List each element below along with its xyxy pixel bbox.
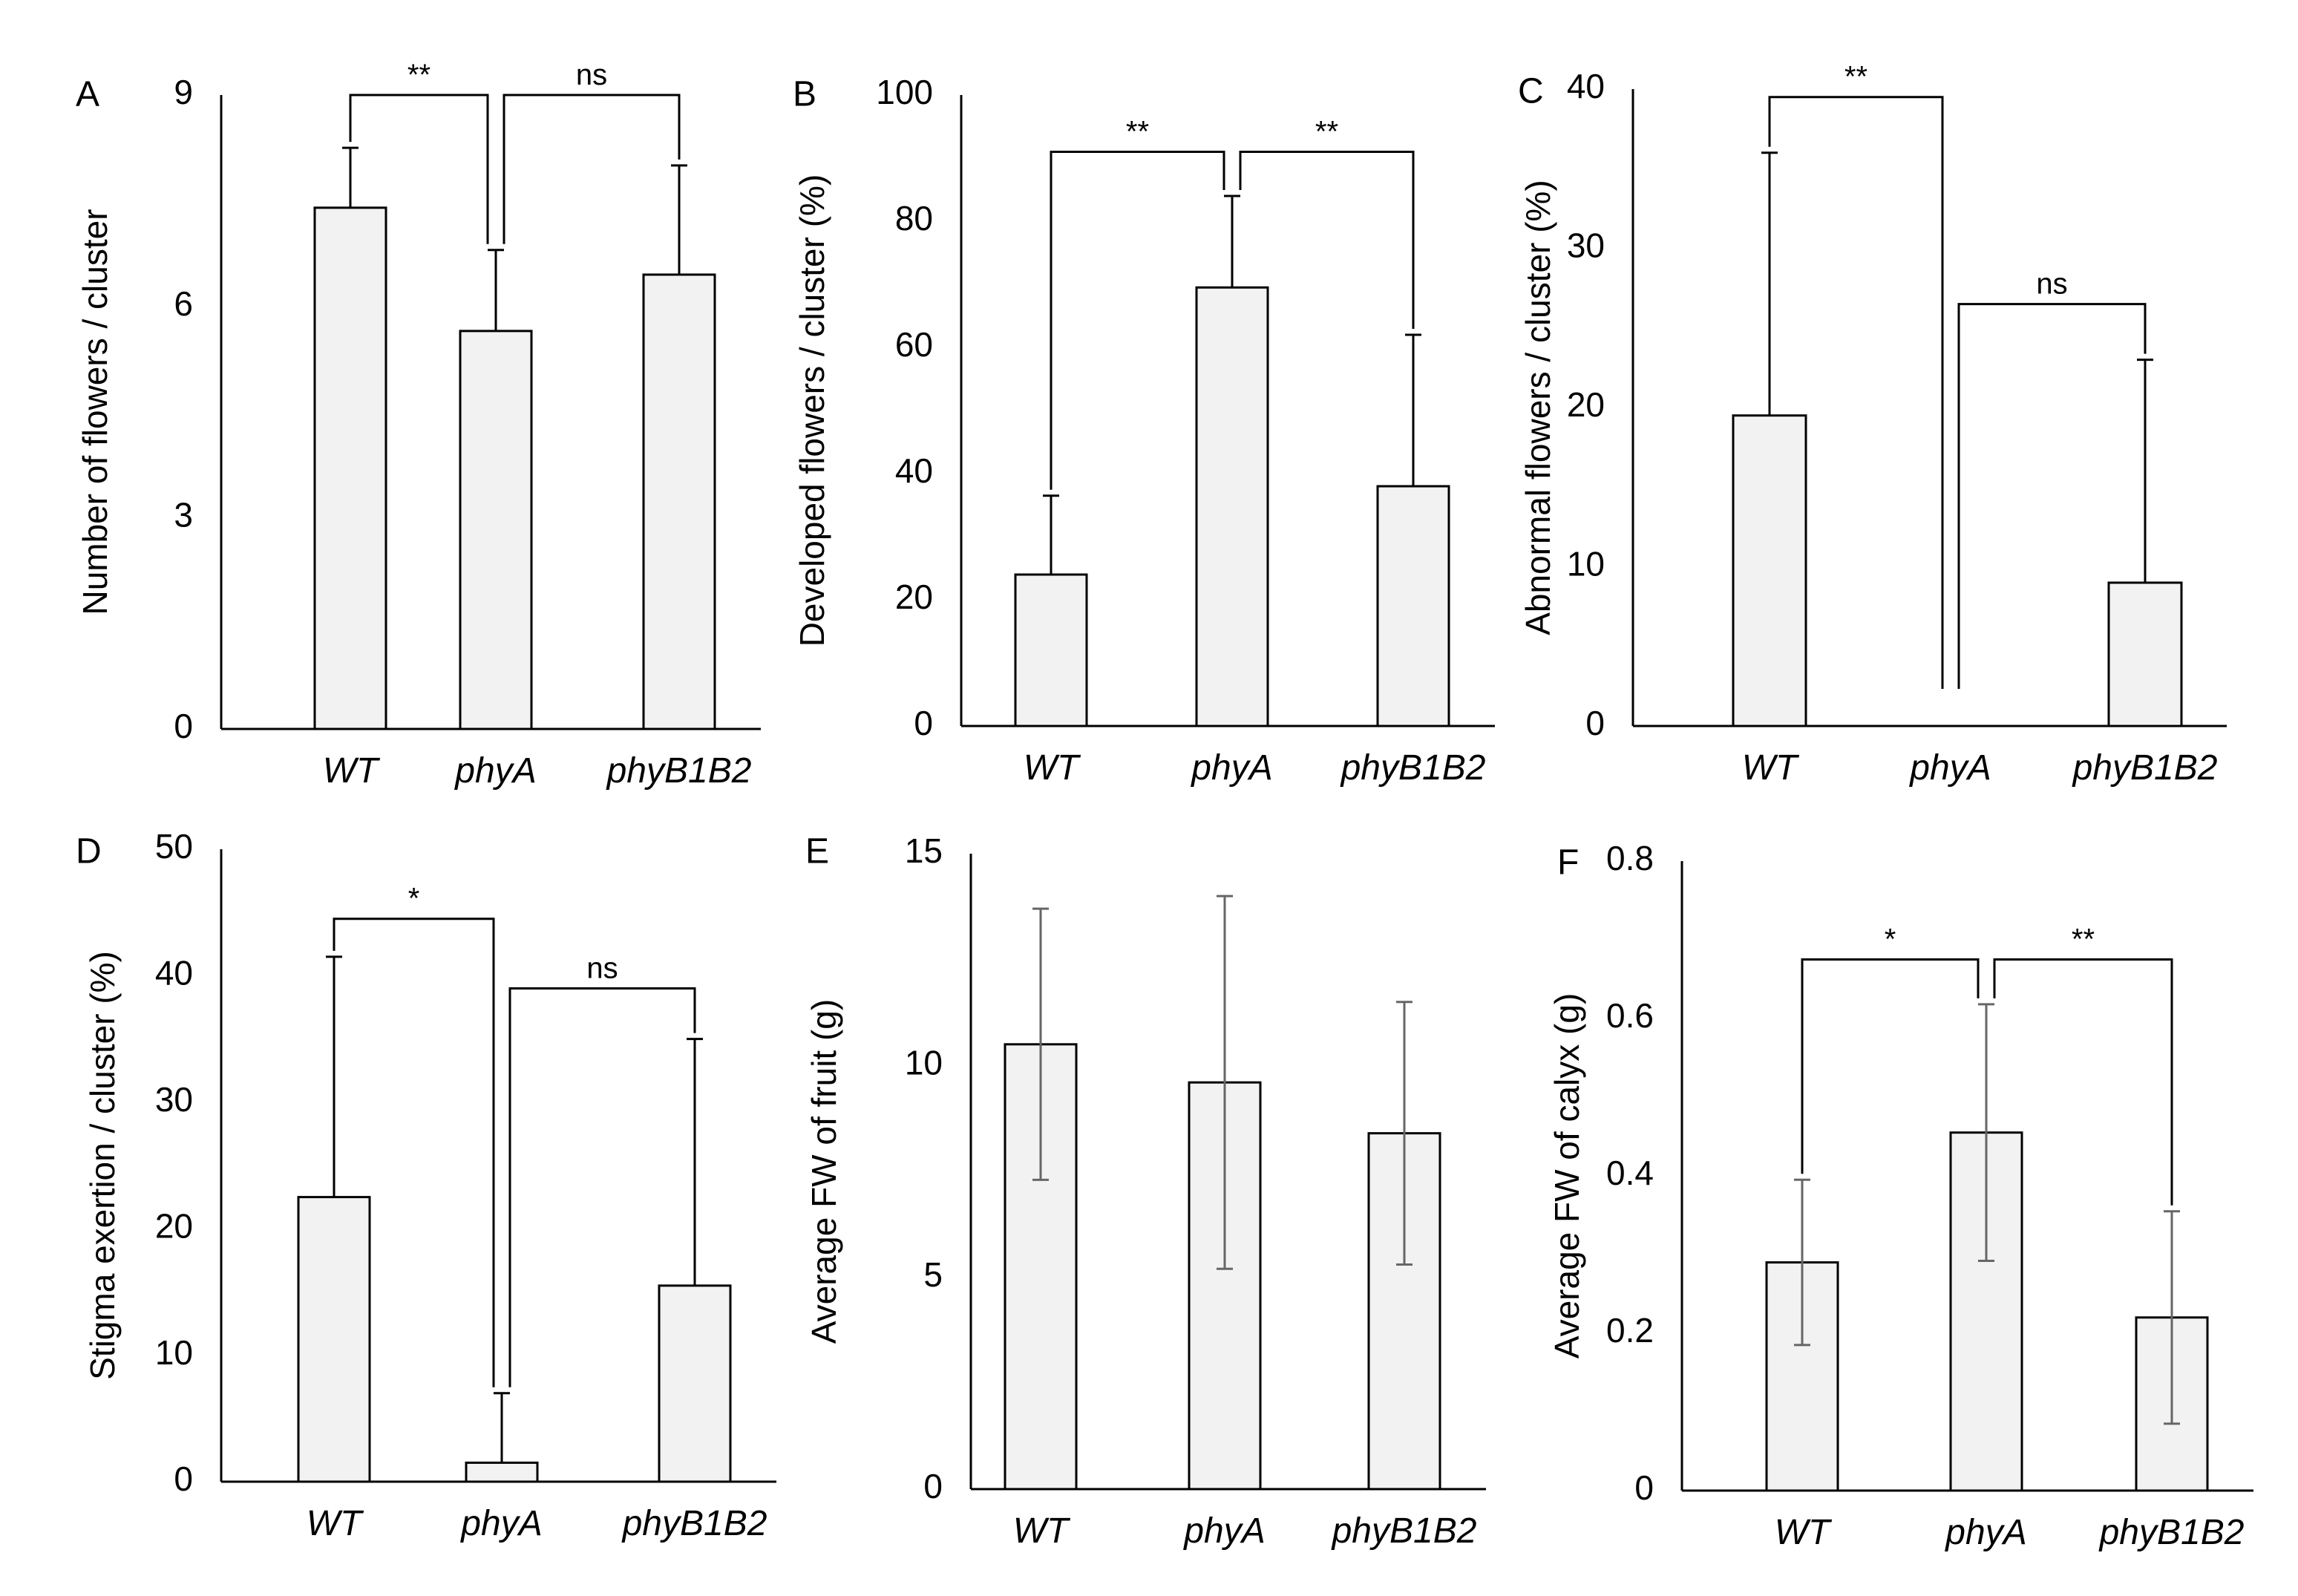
significance-label: ** bbox=[1844, 61, 1867, 94]
significance-bracket bbox=[1768, 96, 1944, 689]
category-label: WT bbox=[1024, 748, 1081, 788]
category-label: phyA bbox=[459, 1504, 542, 1543]
y-tick-label: 0 bbox=[174, 707, 193, 745]
y-tick-label: 0.8 bbox=[1606, 839, 1654, 877]
y-tick-label: 0 bbox=[1634, 1468, 1654, 1507]
category-label: phyB1B2 bbox=[1331, 1511, 1477, 1551]
category-label: phyB1B2 bbox=[606, 751, 752, 791]
y-axis-title: Developed flowers / cluster (%) bbox=[793, 174, 831, 647]
category-label: phyA bbox=[1182, 1511, 1265, 1551]
y-tick-label: 30 bbox=[1567, 226, 1605, 265]
y-tick-label: 15 bbox=[905, 831, 943, 870]
y-axis-title: Abnormal flowers / cluster (%) bbox=[1519, 180, 1557, 635]
y-tick-label: 20 bbox=[155, 1206, 193, 1245]
bar-phya bbox=[459, 330, 533, 730]
y-tick-label: 0 bbox=[923, 1467, 943, 1505]
y-tick-label: 60 bbox=[895, 325, 933, 364]
significance-label: ** bbox=[1126, 116, 1149, 148]
significance-bracket bbox=[508, 987, 696, 1387]
y-tick-label: 30 bbox=[155, 1080, 193, 1119]
y-axis-title: Average FW of fruit (g) bbox=[805, 999, 843, 1344]
significance-bracket bbox=[1957, 303, 2147, 689]
bar-wt bbox=[1014, 573, 1088, 727]
bar-phyb1b2 bbox=[642, 273, 716, 730]
bar-wt bbox=[313, 206, 387, 730]
category-label: WT bbox=[1775, 1513, 1833, 1552]
panel-d: D Stigma exertion / cluster (%) 0 10 20 30 40 5… bbox=[76, 827, 776, 1543]
panel-a: A Number of flowers / cluster 0 3 6 9 WT phyA ph… bbox=[76, 59, 761, 791]
y-tick-label: 5 bbox=[923, 1255, 943, 1294]
bar-wt bbox=[297, 1196, 371, 1483]
bar-phya bbox=[1195, 286, 1269, 727]
y-tick-label: 40 bbox=[1567, 67, 1605, 105]
panel-letter: B bbox=[793, 75, 816, 114]
significance-label: ** bbox=[1315, 116, 1338, 148]
category-label: WT bbox=[1742, 748, 1800, 788]
y-tick-label: 0 bbox=[1585, 704, 1605, 742]
y-tick-label: 9 bbox=[174, 73, 193, 111]
significance-label: ** bbox=[407, 59, 431, 91]
significance-bracket bbox=[1801, 958, 1980, 1174]
panel-letter: E bbox=[805, 832, 829, 871]
significance-bracket bbox=[1993, 958, 2173, 1206]
panel-letter: A bbox=[76, 75, 99, 114]
bar-phyb1b2 bbox=[2107, 581, 2183, 727]
category-label: phyB1B2 bbox=[2072, 748, 2218, 788]
significance-bracket bbox=[1239, 151, 1415, 329]
panel-letter: C bbox=[1518, 72, 1544, 111]
y-tick-label: 10 bbox=[1567, 545, 1605, 583]
y-tick-label: 10 bbox=[155, 1333, 193, 1372]
category-label: phyB1B2 bbox=[1340, 748, 1486, 788]
bar-phya bbox=[465, 1461, 539, 1483]
significance-label: ns bbox=[576, 59, 607, 91]
significance-bracket bbox=[333, 918, 495, 1387]
category-label: phyA bbox=[1944, 1513, 2026, 1552]
category-label: WT bbox=[1013, 1511, 1071, 1551]
category-label: phyB1B2 bbox=[2098, 1513, 2245, 1552]
y-tick-label: 0 bbox=[174, 1459, 193, 1498]
y-tick-label: 20 bbox=[1567, 385, 1605, 424]
significance-label: ns bbox=[586, 952, 618, 984]
significance-bracket bbox=[503, 94, 681, 244]
bar-wt bbox=[1732, 414, 1807, 727]
y-tick-label: 0.6 bbox=[1606, 996, 1654, 1035]
y-tick-label: 80 bbox=[895, 199, 933, 238]
y-axis-title: Number of flowers / cluster bbox=[76, 209, 114, 615]
y-tick-label: 0 bbox=[914, 704, 933, 742]
y-tick-label: 40 bbox=[895, 451, 933, 490]
y-axis-title: Stigma exertion / cluster (%) bbox=[83, 951, 122, 1380]
panel-letter: F bbox=[1557, 843, 1579, 883]
y-tick-label: 3 bbox=[174, 495, 193, 534]
category-label: phyA bbox=[454, 751, 536, 791]
y-tick-label: 20 bbox=[895, 578, 933, 616]
category-label: WT bbox=[323, 751, 381, 791]
panel-letter: D bbox=[76, 832, 102, 871]
y-tick-label: 10 bbox=[905, 1043, 943, 1082]
y-tick-label: 100 bbox=[876, 73, 933, 111]
significance-label: ns bbox=[2036, 268, 2067, 301]
significance-label: * bbox=[1885, 923, 1896, 956]
panel-c: C Abnormal flowers / cluster (%) 0 10 20 30 40… bbox=[1518, 61, 2227, 788]
bar-phyb1b2 bbox=[1376, 485, 1450, 727]
panel-e: E Average FW of fruit (g) 0 5 10 15 WT phyA phyB… bbox=[805, 831, 1486, 1551]
significance-label: ** bbox=[2072, 923, 2095, 956]
y-tick-label: 0.4 bbox=[1606, 1154, 1654, 1192]
significance-label: * bbox=[408, 883, 420, 915]
bar-phyb1b2 bbox=[658, 1284, 732, 1483]
category-label: phyA bbox=[1908, 748, 1991, 788]
category-label: phyB1B2 bbox=[621, 1504, 767, 1543]
y-tick-label: 40 bbox=[155, 954, 193, 992]
category-label: WT bbox=[307, 1504, 364, 1543]
significance-bracket bbox=[1050, 151, 1225, 490]
y-axis-title: Average FW of calyx (g) bbox=[1548, 993, 1586, 1359]
y-tick-label: 0.2 bbox=[1606, 1311, 1654, 1350]
panel-f: F Average FW of calyx (g) 0 0.2 0.4 0.6 0.8 WT p… bbox=[1548, 839, 2253, 1552]
category-label: phyA bbox=[1190, 748, 1272, 788]
y-tick-label: 50 bbox=[155, 827, 193, 866]
significance-bracket bbox=[349, 94, 489, 244]
panel-b: B Developed flowers / cluster (%) 0 20 40 60 8… bbox=[793, 73, 1495, 788]
y-tick-label: 6 bbox=[174, 284, 193, 323]
